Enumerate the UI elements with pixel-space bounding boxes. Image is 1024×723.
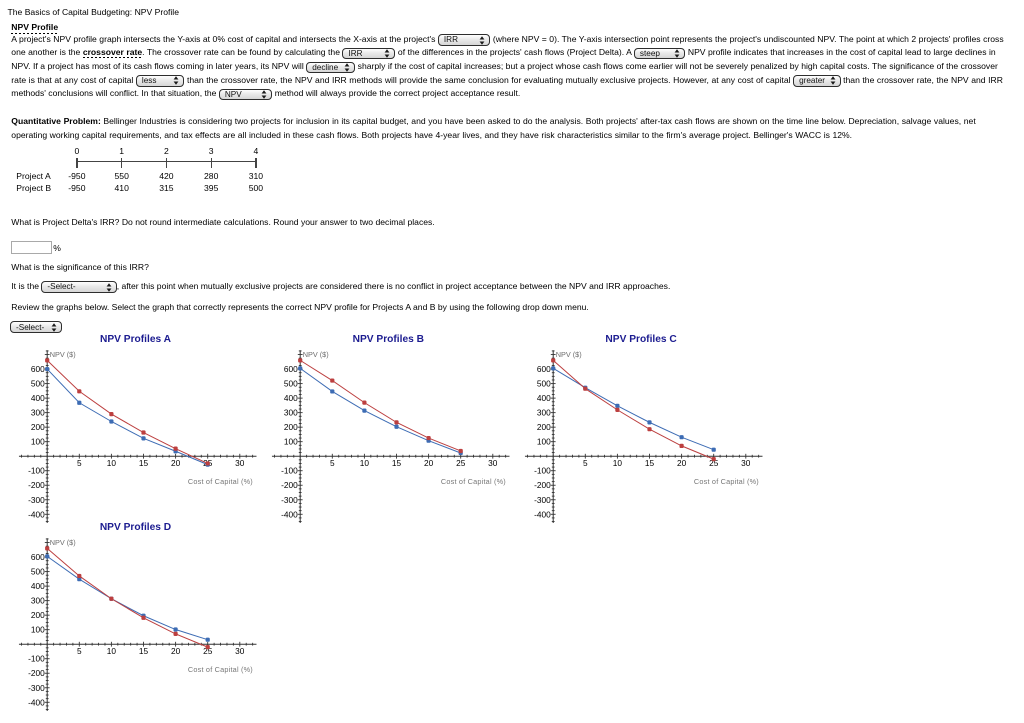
svg-text:300: 300 <box>31 596 45 606</box>
svg-text:-200: -200 <box>28 668 45 678</box>
svg-text:300: 300 <box>536 408 550 418</box>
svg-text:-100: -100 <box>534 466 551 476</box>
svg-text:-400: -400 <box>281 509 298 519</box>
svg-text:300: 300 <box>31 408 45 418</box>
svg-text:400: 400 <box>536 393 550 403</box>
svg-text:600: 600 <box>284 364 298 374</box>
svg-text:-200: -200 <box>534 480 551 490</box>
svg-text:20: 20 <box>171 646 181 656</box>
svg-text:Cost of Capital (%): Cost of Capital (%) <box>188 665 253 674</box>
svg-text:NPV ($): NPV ($) <box>302 350 328 359</box>
svg-text:NPV ($): NPV ($) <box>555 350 581 359</box>
svg-text:-100: -100 <box>28 466 45 476</box>
svg-text:200: 200 <box>31 610 45 620</box>
svg-text:-200: -200 <box>28 480 45 490</box>
svg-text:-300: -300 <box>534 495 551 505</box>
svg-text:200: 200 <box>31 422 45 432</box>
svg-text:15: 15 <box>139 646 149 656</box>
svg-text:-300: -300 <box>28 495 45 505</box>
svg-text:100: 100 <box>536 437 550 447</box>
svg-text:-400: -400 <box>28 697 45 707</box>
svg-text:30: 30 <box>235 458 245 468</box>
svg-text:-400: -400 <box>28 509 45 519</box>
svg-text:15: 15 <box>139 458 149 468</box>
svg-text:30: 30 <box>488 458 498 468</box>
svg-text:25: 25 <box>203 646 213 656</box>
svg-text:600: 600 <box>536 364 550 374</box>
svg-text:300: 300 <box>284 408 298 418</box>
svg-text:-300: -300 <box>28 683 45 693</box>
svg-text:15: 15 <box>644 458 654 468</box>
svg-text:500: 500 <box>536 379 550 389</box>
svg-text:400: 400 <box>31 581 45 591</box>
svg-text:5: 5 <box>583 458 588 468</box>
svg-text:100: 100 <box>31 437 45 447</box>
svg-text:600: 600 <box>31 552 45 562</box>
svg-text:400: 400 <box>31 393 45 403</box>
svg-text:10: 10 <box>107 646 117 656</box>
svg-text:NPV ($): NPV ($) <box>50 350 76 359</box>
svg-text:30: 30 <box>235 646 245 656</box>
svg-text:20: 20 <box>171 458 181 468</box>
svg-text:25: 25 <box>709 458 719 468</box>
svg-text:600: 600 <box>31 364 45 374</box>
svg-text:500: 500 <box>284 379 298 389</box>
svg-text:10: 10 <box>612 458 622 468</box>
svg-text:Cost of Capital (%): Cost of Capital (%) <box>441 477 506 486</box>
svg-text:500: 500 <box>31 379 45 389</box>
svg-text:200: 200 <box>284 422 298 432</box>
svg-text:10: 10 <box>360 458 370 468</box>
svg-text:30: 30 <box>741 458 751 468</box>
svg-text:-400: -400 <box>534 509 551 519</box>
svg-text:-200: -200 <box>281 480 298 490</box>
svg-text:25: 25 <box>456 458 466 468</box>
svg-text:10: 10 <box>107 458 117 468</box>
svg-text:-100: -100 <box>28 654 45 664</box>
svg-text:NPV ($): NPV ($) <box>50 538 76 547</box>
svg-text:-100: -100 <box>281 466 298 476</box>
svg-text:100: 100 <box>284 437 298 447</box>
svg-text:Cost of Capital (%): Cost of Capital (%) <box>188 477 253 486</box>
svg-text:400: 400 <box>284 393 298 403</box>
svg-text:15: 15 <box>392 458 402 468</box>
svg-text:500: 500 <box>31 567 45 577</box>
svg-text:20: 20 <box>677 458 687 468</box>
svg-text:20: 20 <box>424 458 434 468</box>
svg-text:Cost of Capital (%): Cost of Capital (%) <box>694 477 759 486</box>
svg-text:100: 100 <box>31 625 45 635</box>
svg-text:200: 200 <box>536 422 550 432</box>
svg-text:5: 5 <box>77 646 82 656</box>
svg-text:5: 5 <box>77 458 82 468</box>
svg-text:-300: -300 <box>281 495 298 505</box>
svg-text:5: 5 <box>330 458 335 468</box>
